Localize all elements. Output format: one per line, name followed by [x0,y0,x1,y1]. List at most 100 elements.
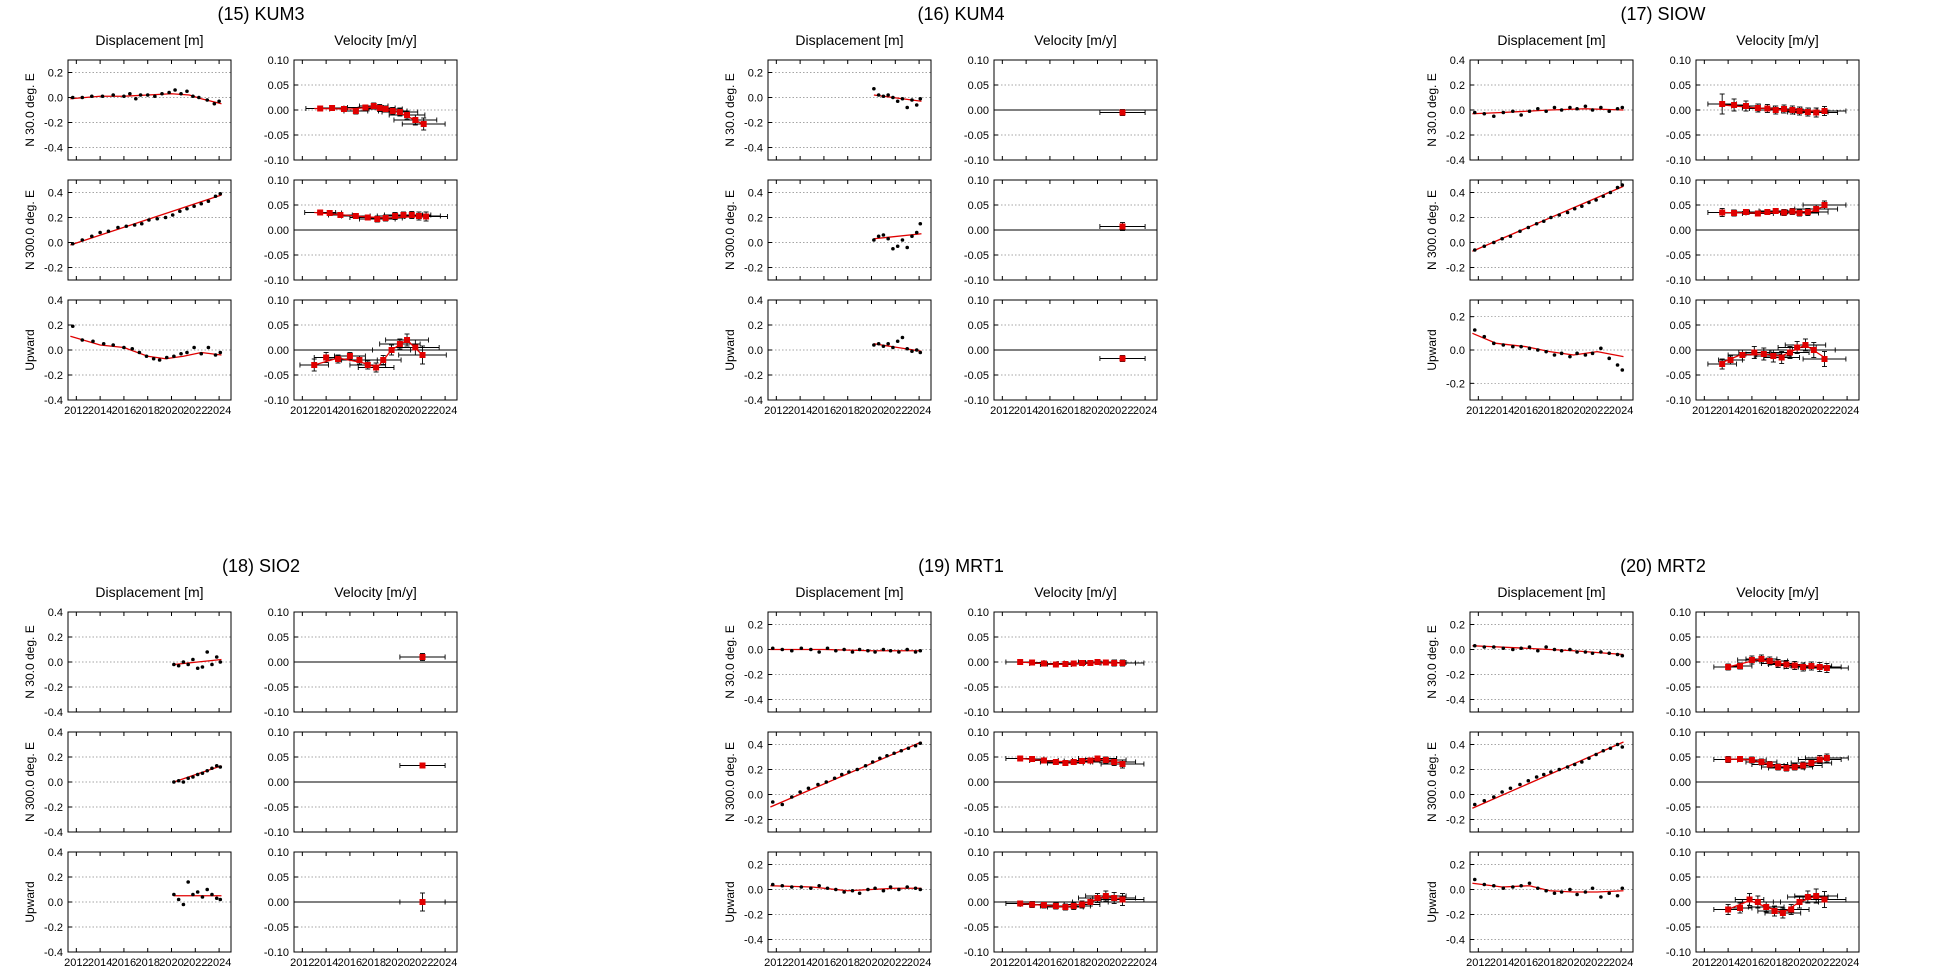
displacement-point [1526,225,1531,230]
x-tick-label: 2022 [1811,405,1835,417]
x-tick-label: 2014 [314,405,338,417]
plot-frame [67,179,232,281]
component-row-1: N 30.0 deg. E 0.2 0.0 -0.2 -0.4 0.10 0.05 0.00 -… [723,607,1158,719]
displacement-point [798,790,802,794]
displacement-point [1552,105,1557,110]
displacement-point [1599,346,1603,351]
velocity-point [1725,906,1732,913]
displacement-point [881,94,886,99]
displacement-point [70,95,75,100]
y-tick-label: 0.4 [48,847,63,859]
displacement-point [199,351,204,356]
velocity-point [1079,901,1086,908]
displacement-point [98,230,102,235]
displacement-point [1572,762,1577,767]
displacement-point [842,647,846,652]
displacement-point [128,91,132,96]
velocity-point [1764,105,1771,112]
displacement-point [116,225,120,230]
station-title: (18) SIO2 [222,556,300,576]
displacement-point [1511,885,1515,889]
displacement-point [881,344,886,349]
displacement-point [191,775,195,779]
x-tick-label: 2022 [1109,957,1133,969]
displacement-point [1511,647,1515,652]
displacement-point [1549,770,1553,774]
velocity-point [1087,899,1094,905]
plot-frame [1695,611,1860,713]
displacement-point [881,888,886,893]
y-tick-label: -0.4 [1446,695,1465,707]
y-tick-label: -0.2 [1446,130,1465,142]
velocity-point [1017,659,1024,665]
displacement-point [770,646,775,651]
x-tick-label: 2012 [764,405,788,417]
plot-frame [1695,731,1860,833]
displacement-point [885,753,889,758]
x-tick-label: 2012 [764,957,788,969]
y-tick-label: 0.10 [1670,847,1691,859]
x-tick-label: 2024 [1835,405,1859,417]
displacement-point [1519,883,1523,888]
component-row-1: N 30.0 deg. E 0.2 0.0 -0.2 -0.4 0.10 0.05 0.00 -… [1425,607,1860,719]
y-tick-label: 0.2 [1450,765,1465,777]
y-tick-label: 0.10 [268,55,289,67]
velocity-point [1062,760,1069,766]
displacement-point [179,351,183,356]
y-tick-label: -0.2 [744,263,763,275]
velocity-panel: 0.10 0.05 0.00 -0.05 -0.10 [264,175,458,287]
velocity-point [1742,209,1749,215]
component-row-2: N 300.0 deg. E 0.4 0.2 0.0 -0.2 0.10 0.05 0.00 -… [1425,175,1860,287]
y-tick-label: -0.2 [744,815,763,827]
velocity-point [1111,895,1118,901]
displacement-point [780,883,785,888]
displacement-point [850,888,855,893]
x-tick-label: 2012 [64,957,88,969]
displacement-point [1559,351,1564,356]
displacement-point [842,890,846,894]
x-tick-label: 2020 [385,405,409,417]
y-tick-label: 0.00 [1670,897,1691,909]
displacement-point [1501,110,1506,115]
displacement-point [878,756,882,761]
x-tick-label: 2018 [1061,405,1085,417]
model-line [1472,645,1624,656]
y-tick-label: 0.00 [1670,657,1691,669]
displacement-point [138,93,143,97]
model-line [1472,332,1624,358]
y-tick-label: 0.0 [48,238,63,250]
displacement-point [181,660,186,664]
displacement-point [185,206,189,211]
y-tick-label: -0.05 [264,250,289,262]
displacement-point [176,897,181,902]
displacement-point [881,647,886,652]
displacement-point [888,648,893,653]
plot-frame [767,179,932,281]
y-tick-label: 0.10 [968,55,989,67]
displacement-point [905,245,910,250]
displacement-point [214,896,219,901]
displacement-point [186,776,190,781]
displacement-point [1534,221,1539,226]
displacement-point [900,96,905,101]
displacement-point [1536,106,1540,111]
y-tick-label: -0.4 [44,143,63,155]
y-tick-label: 0.10 [968,847,989,859]
y-tick-label: -0.10 [964,707,989,719]
y-tick-label: -0.2 [1446,815,1465,827]
y-tick-label: 0.05 [968,200,989,212]
velocity-point [1771,908,1778,914]
y-tick-label: -0.05 [1666,250,1691,262]
displacement-point [1594,198,1598,202]
displacement-point [832,776,837,781]
velocity-point [1731,102,1738,108]
velocity-point [1775,764,1782,770]
y-tick-label: 0.10 [968,175,989,187]
displacement-point [197,95,201,100]
displacement-point [1482,798,1487,803]
x-tick-label: 2018 [361,957,385,969]
x-tick-label: 2020 [1085,957,1109,969]
displacement-point [1583,104,1588,109]
